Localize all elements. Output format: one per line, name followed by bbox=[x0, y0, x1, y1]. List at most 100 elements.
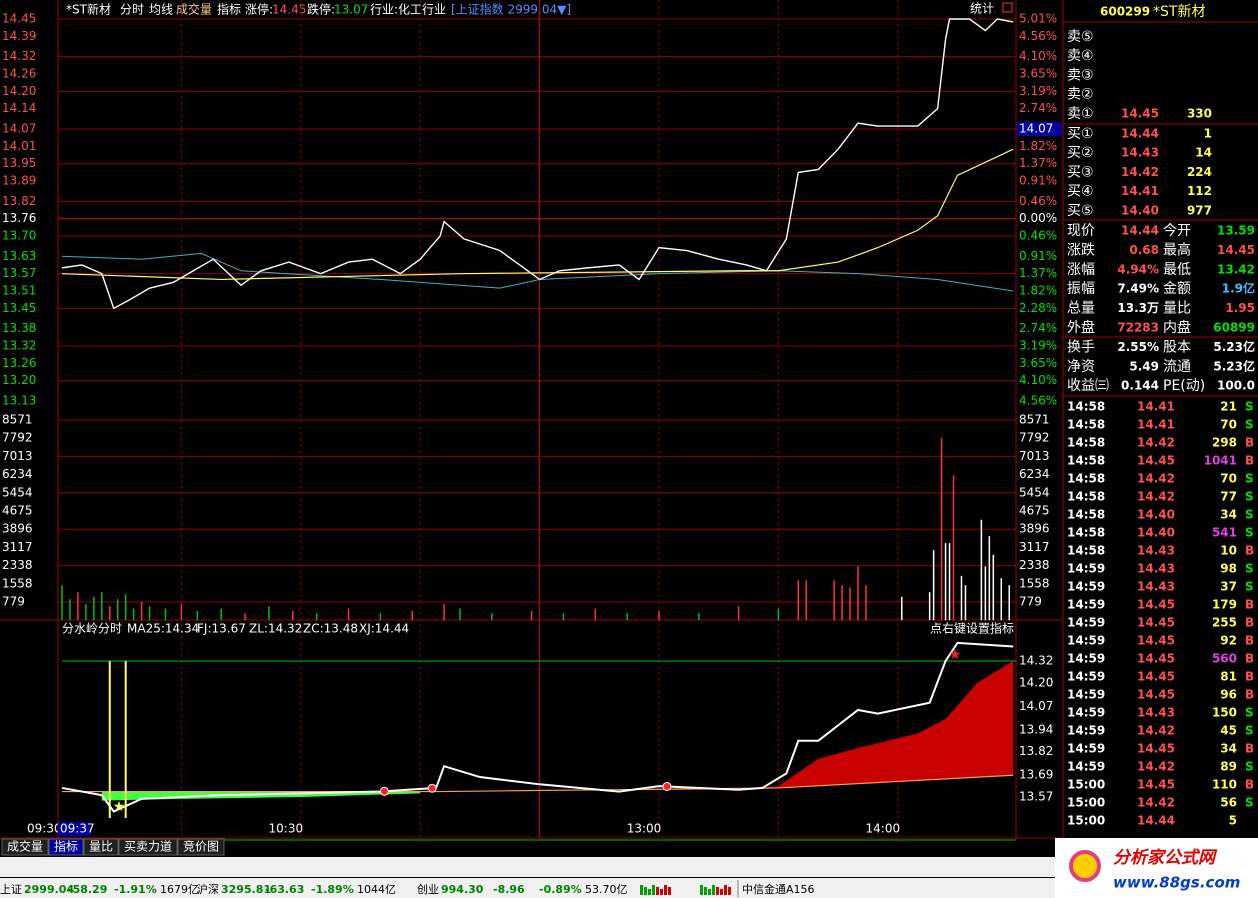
tab[interactable] bbox=[83, 838, 119, 856]
tick-side: S bbox=[1245, 706, 1254, 720]
logo-flower bbox=[1069, 850, 1101, 882]
stats-button[interactable]: 统计 bbox=[970, 2, 994, 16]
menu-item[interactable]: 指标 bbox=[217, 2, 241, 17]
tab-label[interactable]: 竞价图 bbox=[183, 840, 219, 854]
volume-tick-label: 1558 bbox=[2, 576, 33, 590]
quote-label: PE(动) bbox=[1163, 378, 1205, 394]
volume-tick-label: 4675 bbox=[2, 504, 33, 518]
tab-label[interactable]: 指标 bbox=[54, 839, 78, 854]
tick-volume: 10 bbox=[1220, 544, 1237, 558]
tick-side: S bbox=[1245, 526, 1254, 540]
tick-volume: 81 bbox=[1220, 670, 1237, 684]
tick-side: B bbox=[1245, 670, 1254, 684]
indicator-hint[interactable]: 点右键设置指标 bbox=[930, 621, 1014, 636]
percent-tick-label: 0.46% bbox=[1019, 194, 1057, 208]
tick-volume: 560 bbox=[1212, 652, 1237, 666]
red-area bbox=[440, 661, 1014, 792]
cursor-price-box bbox=[1017, 121, 1062, 136]
tick-price: 14.45 bbox=[1137, 742, 1175, 756]
price-tick-label: 13.57 bbox=[2, 266, 36, 280]
quote-value: 72283 bbox=[1117, 321, 1159, 335]
tick-volume: 70 bbox=[1220, 418, 1237, 432]
quote-label: 最高 bbox=[1163, 241, 1191, 258]
menu-item[interactable]: 成交量 bbox=[176, 2, 212, 17]
price-tick-label: 13.63 bbox=[2, 249, 36, 263]
tick-time: 14:59 bbox=[1067, 598, 1105, 612]
tick-price: 14.42 bbox=[1137, 490, 1175, 504]
percent-tick-label: 3.19% bbox=[1019, 339, 1057, 353]
quote-label: 量比 bbox=[1163, 301, 1191, 317]
tick-price: 14.45 bbox=[1137, 688, 1175, 702]
stock-name: *ST新材 bbox=[1153, 4, 1205, 20]
tick-side: B bbox=[1245, 688, 1254, 702]
status-item: 创业 bbox=[417, 883, 439, 896]
quote-label: 振幅 bbox=[1067, 281, 1095, 297]
tick-volume: 34 bbox=[1220, 742, 1237, 756]
status-meter bbox=[712, 885, 715, 895]
quote-label: 金额 bbox=[1163, 281, 1191, 297]
quote-label: 涨幅 bbox=[1067, 262, 1095, 278]
menu-item[interactable]: 分时 bbox=[120, 3, 144, 17]
percent-tick-label: 1.82% bbox=[1019, 139, 1057, 153]
index-link[interactable]: [上证指数 2999.04▼] bbox=[451, 2, 571, 17]
tick-volume: 56 bbox=[1220, 796, 1237, 810]
tick-time: 14:58 bbox=[1067, 508, 1105, 522]
book-volume: 112 bbox=[1187, 184, 1212, 198]
quote-label: 今开 bbox=[1163, 223, 1191, 239]
quote-value: 0.68 bbox=[1129, 243, 1159, 257]
status-item: -0.89% bbox=[539, 883, 582, 896]
tick-side: S bbox=[1245, 472, 1254, 486]
quote-value: 5.23亿 bbox=[1213, 358, 1255, 373]
price-tick-label: 13.20 bbox=[2, 373, 36, 387]
broker: 中信金通A156 bbox=[742, 882, 815, 896]
book-label: 买① bbox=[1067, 126, 1094, 142]
tick-time: 14:58 bbox=[1067, 418, 1105, 432]
tick-price: 14.45 bbox=[1137, 652, 1175, 666]
volume-tick-label: 7792 bbox=[1019, 431, 1050, 445]
tick-side: B bbox=[1245, 436, 1254, 450]
tab-label[interactable]: 买卖力道 bbox=[124, 840, 172, 854]
tab-label[interactable]: 量比 bbox=[89, 840, 113, 854]
status-meter bbox=[728, 887, 731, 895]
label: *ST新材 bbox=[66, 2, 111, 17]
tab[interactable] bbox=[48, 838, 84, 856]
percent-tick-label: 1.82% bbox=[1019, 284, 1057, 298]
close-box[interactable] bbox=[1002, 2, 1013, 13]
book-label: 买② bbox=[1067, 145, 1094, 161]
tab[interactable] bbox=[1, 838, 49, 856]
percent-tick-label: 4.56% bbox=[1019, 394, 1057, 408]
book-label: 买④ bbox=[1067, 184, 1094, 200]
indicator-tick-label: 13.69 bbox=[1019, 768, 1053, 782]
quote-label: 股本 bbox=[1163, 339, 1191, 355]
tick-side: B bbox=[1245, 652, 1254, 666]
tab[interactable] bbox=[177, 838, 225, 856]
percent-tick-label: 2.74% bbox=[1019, 321, 1057, 335]
price-tick-label: 14.39 bbox=[2, 29, 36, 43]
tick-volume: 92 bbox=[1220, 634, 1237, 648]
status-item: 3295.81 bbox=[221, 883, 271, 896]
tick-time: 14:58 bbox=[1067, 472, 1105, 486]
price-tick-label: 13.45 bbox=[2, 301, 36, 315]
tick-price: 14.45 bbox=[1137, 598, 1175, 612]
quote-label: 涨跌 bbox=[1067, 242, 1095, 258]
tick-price: 14.42 bbox=[1137, 760, 1175, 774]
book-volume: 14 bbox=[1195, 146, 1212, 160]
volume-tick-label: 3896 bbox=[1019, 522, 1050, 536]
tick-price: 14.42 bbox=[1137, 724, 1175, 738]
volume-tick-label: 1558 bbox=[1019, 576, 1050, 590]
tick-time: 14:59 bbox=[1067, 616, 1105, 630]
status-meter bbox=[640, 885, 643, 895]
tab-label[interactable]: 成交量 bbox=[7, 839, 43, 854]
tick-volume: 179 bbox=[1212, 598, 1237, 612]
tick-time: 14:59 bbox=[1067, 688, 1105, 702]
tab[interactable] bbox=[118, 838, 178, 856]
price-tick-label: 13.26 bbox=[2, 356, 36, 370]
quote-value: 13.59 bbox=[1217, 224, 1255, 238]
indicator-value: MA25:14.34 bbox=[127, 622, 199, 636]
menu-item[interactable]: 均线 bbox=[149, 3, 173, 17]
tick-price: 14.41 bbox=[1137, 400, 1175, 414]
quote-value: 2.55% bbox=[1117, 340, 1159, 354]
index-line bbox=[61, 252, 1014, 292]
volume-tick-label: 2338 bbox=[1019, 558, 1050, 572]
quote-value: 60899 bbox=[1213, 321, 1255, 335]
